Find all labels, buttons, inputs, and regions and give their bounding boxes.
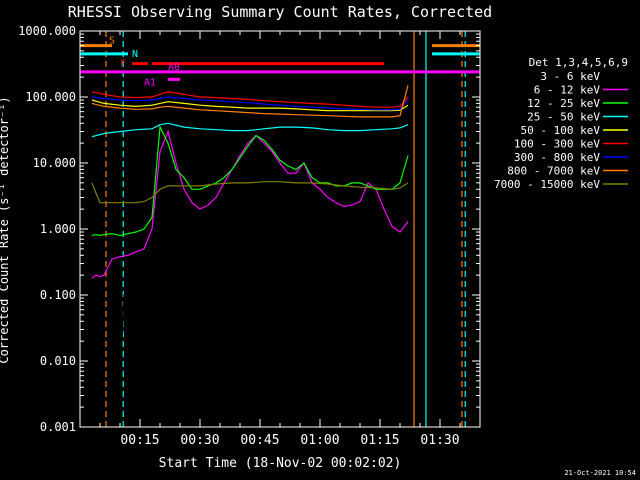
y-axis: 1000.000 100.000 10.000 1.000 0.100 0.010 0.00…	[18, 24, 480, 434]
series-line	[91, 85, 409, 118]
legend-label: 7000 - 15000 keV	[494, 178, 600, 191]
legend-label: 12 - 25 keV	[527, 97, 600, 110]
legend-label: 6 - 12 keV	[534, 84, 601, 97]
attenuator-label: N	[132, 49, 138, 60]
series-line	[91, 91, 409, 108]
x-tick-label: 01:15	[360, 433, 399, 448]
legend-label: 50 - 100 keV	[521, 124, 601, 137]
legend-label: 300 - 800 keV	[514, 151, 600, 164]
legend-label: 3 - 6 keV	[540, 70, 600, 83]
x-tick-label: 00:45	[240, 433, 279, 448]
x-tick-label: 01:00	[300, 433, 339, 448]
y-tick-label: 1000.000	[18, 24, 76, 38]
legend-label: 800 - 7000 keV	[507, 165, 600, 178]
y-tick-label: 0.010	[40, 354, 76, 368]
x-tick-label: 00:15	[120, 433, 159, 448]
series-group	[91, 85, 409, 388]
x-axis-label: Start Time (18-Nov-02 00:02:02)	[159, 456, 402, 471]
attenuator-label: A1	[144, 77, 156, 88]
series-line	[107, 160, 409, 388]
y-axis-label: Corrected Count Rate (s⁻¹ detector⁻¹)	[0, 96, 11, 363]
attenuator-label: A0	[168, 62, 180, 73]
x-tick-label: 00:30	[180, 433, 219, 448]
chart-title: RHESSI Observing Summary Count Rates, Co…	[68, 3, 492, 21]
series-line	[91, 122, 409, 138]
attenuator-label: F	[120, 59, 126, 70]
attenuator-label: S	[109, 36, 115, 47]
x-tick-label: 01:30	[420, 433, 459, 448]
series-line	[91, 96, 409, 111]
y-tick-label: 10.000	[33, 156, 76, 170]
series-line	[91, 129, 409, 279]
series-line	[91, 181, 409, 204]
footer-timestamp: 21-Oct-2021 10:54	[564, 469, 636, 477]
y-tick-label: 1.000	[40, 222, 76, 236]
series-line	[91, 99, 409, 112]
legend-title: Det 1,3,4,5,6,9	[529, 56, 628, 69]
y-tick-label: 0.001	[40, 420, 76, 434]
legend-label: 100 - 300 keV	[514, 138, 600, 151]
x-axis: 00:15 00:30 00:45 01:00 01:15 01:30	[79, 31, 481, 448]
y-tick-label: 0.100	[40, 288, 76, 302]
legend-label: 25 - 50 keV	[527, 111, 600, 124]
y-tick-label: 100.000	[25, 90, 76, 104]
series-line	[91, 124, 409, 237]
attenuator-state-bars: S NF A0 A1	[80, 36, 480, 88]
